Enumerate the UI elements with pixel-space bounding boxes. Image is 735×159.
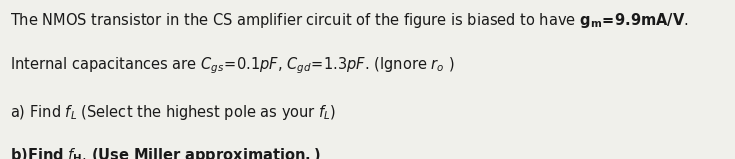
Text: $\mathbf{b)Find}$ $\mathbf{\mathit{f}_{H}}$. $\mathbf{(Use\ Miller\ approximatio: $\mathbf{b)Find}$ $\mathbf{\mathit{f}_{H… [10,146,320,159]
Text: a) Find $\mathit{f_{L}}$ (Select the highest pole as your $\mathit{f_{L}}$): a) Find $\mathit{f_{L}}$ (Select the hig… [10,103,336,122]
Text: Internal capacitances are $C_{gs}\!=\!0.1pF$, $C_{gd}\!=\!1.3pF$. (Ignore $\math: Internal capacitances are $C_{gs}\!=\!0.… [10,56,454,76]
Text: The NMOS transistor in the CS amplifier circuit of the figure is biased to have : The NMOS transistor in the CS amplifier … [10,11,688,30]
